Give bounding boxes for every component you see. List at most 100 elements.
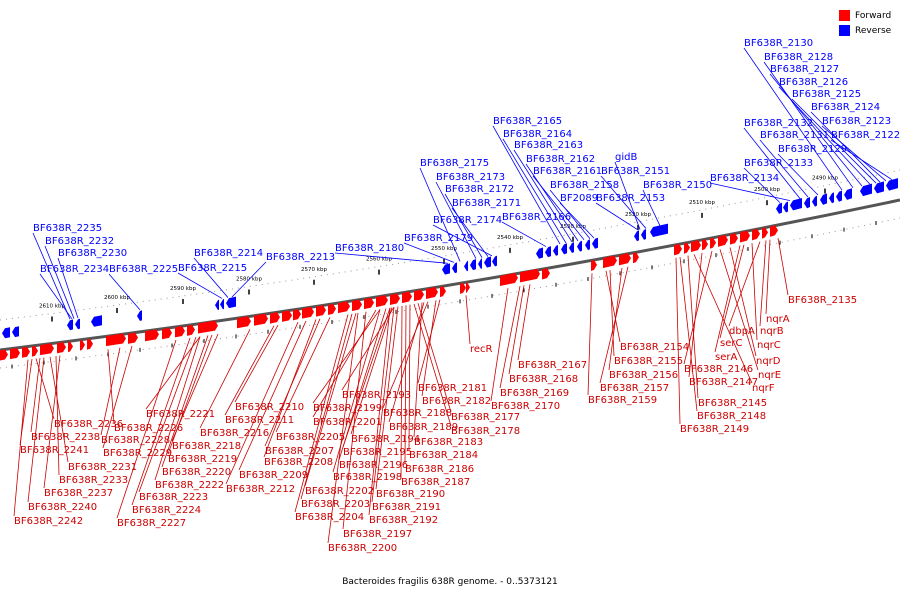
forward-gene-arrow (730, 233, 738, 245)
forward-gene-arrow (460, 282, 466, 294)
gene-label: BF638R_2124 (811, 102, 880, 113)
label-leader-line (27, 357, 45, 503)
forward-gene-arrow (390, 293, 400, 306)
label-leader-line (131, 337, 191, 506)
label-leader-line (609, 270, 615, 357)
label-leader-line (49, 356, 69, 463)
reverse-gene-arrow (484, 256, 491, 268)
gene-label: BF638R_2205 (276, 432, 345, 443)
label-leader-line (419, 167, 461, 262)
gene-label: nqrF (752, 383, 775, 394)
forward-gene-arrow (702, 239, 708, 251)
gene-label: BF638R_2171 (452, 198, 521, 209)
gene-label: BF638R_2210 (235, 402, 304, 413)
forward-gene-arrow (364, 297, 374, 310)
forward-gene-arrow (22, 346, 30, 358)
label-leader-line (312, 309, 381, 404)
gene-label: BF638R_2135 (788, 295, 857, 306)
forward-gene-arrow (402, 291, 412, 304)
label-leader-line (327, 312, 359, 544)
legend-forward-label: Forward (855, 11, 892, 21)
label-leader-line (683, 250, 713, 365)
forward-gene-arrow (316, 305, 326, 317)
gene-label: BF638R_2133 (744, 158, 813, 169)
gene-label: nqrB (760, 326, 784, 337)
gene-label: BF638R_2199 (313, 403, 382, 414)
gene-label: BF638R_2146 (684, 364, 753, 375)
reverse-gene-arrow (650, 223, 668, 238)
label-leader-line (167, 334, 213, 455)
gene-label: BF638R_2175 (420, 158, 489, 169)
legend-reverse: Reverse (839, 25, 891, 37)
gene-label: BF638R_2123 (822, 116, 891, 127)
forward-gene-arrow (32, 345, 38, 357)
reverse-gene-arrow (67, 319, 73, 331)
label-leader-line (342, 311, 367, 530)
label-leader-line (501, 221, 547, 247)
reverse-gene-arrow (452, 262, 457, 274)
forward-gene-arrow (674, 243, 682, 256)
reverse-gene-arrow (569, 242, 574, 254)
reverse-gene-arrow (836, 190, 842, 202)
forward-gene-arrow (710, 237, 716, 249)
forward-gene-arrow (128, 332, 138, 344)
gene-label: BF638R_2173 (436, 172, 505, 183)
forward-gene-arrow (500, 272, 518, 286)
ruler-tick-label: 2520 kbp (625, 212, 651, 218)
reverse-gene-arrow (478, 258, 482, 269)
gene-label: BF638R_2220 (162, 467, 231, 478)
label-leader-line (375, 306, 399, 490)
label-leader-line (57, 257, 79, 319)
label-leader-line (138, 337, 197, 493)
reverse-gene-arrow (545, 246, 551, 258)
gene-label: BF638R_2216 (200, 428, 269, 439)
gene-label: BF638R_2190 (376, 489, 445, 500)
gene-label: BF638R_2149 (680, 424, 749, 435)
label-leader-line (32, 232, 71, 320)
forward-gene-arrow (603, 255, 617, 269)
label-leader-line (709, 182, 791, 202)
label-leader-line (769, 73, 863, 187)
forward-gene-arrow (68, 341, 73, 353)
gene-label: BF638R_2156 (609, 370, 678, 381)
forward-gene-arrow (106, 333, 126, 347)
forward-gene-arrow (338, 301, 350, 314)
label-leader-line (161, 335, 209, 468)
legend-forward: Forward (839, 10, 891, 22)
gene-label: BF638R_2240 (28, 502, 97, 513)
label-leader-line (532, 175, 585, 241)
forward-gene-arrow (426, 287, 438, 299)
gene-label: BF638R_2169 (500, 388, 569, 399)
gene-label: BF638R_2208 (264, 457, 333, 468)
reverse-gene-arrow (641, 228, 646, 240)
reverse-gene-arrow (577, 240, 582, 252)
gene-label: BF638R_2209 (239, 470, 308, 481)
forward-gene-arrow (376, 295, 388, 308)
gene-label: BF638R_2228 (101, 435, 170, 446)
gene-label: BF638R_2131 (760, 130, 829, 141)
label-leader-line (421, 300, 437, 397)
gene-label: BF638R_2180 (335, 243, 404, 254)
gene-label: BF638R_2211 (225, 415, 294, 426)
label-leader-line (154, 336, 201, 481)
label-leader-line (368, 307, 391, 516)
label-leader-line (312, 309, 377, 418)
reverse-gene-arrow (886, 178, 898, 191)
label-leader-line (300, 313, 353, 500)
label-leader-line (693, 254, 753, 384)
gene-label: BF638R_2154 (620, 342, 689, 353)
gene-label: BF638R_2195 (343, 447, 412, 458)
gene-label: BF638R_2225 (109, 264, 178, 275)
label-leader-line (465, 295, 471, 345)
reverse-gene-arrow (75, 318, 80, 330)
gene-label: BF638R_2163 (514, 140, 583, 151)
gene-label: BF638R_2235 (33, 223, 102, 234)
label-leader-line (777, 237, 789, 296)
reverse-gene-arrow (804, 196, 810, 209)
gene-label: nqrC (757, 340, 781, 351)
label-leader-line (13, 359, 29, 517)
gene-label: BF638R_2132 (744, 118, 813, 129)
label-leader-line (821, 125, 887, 182)
